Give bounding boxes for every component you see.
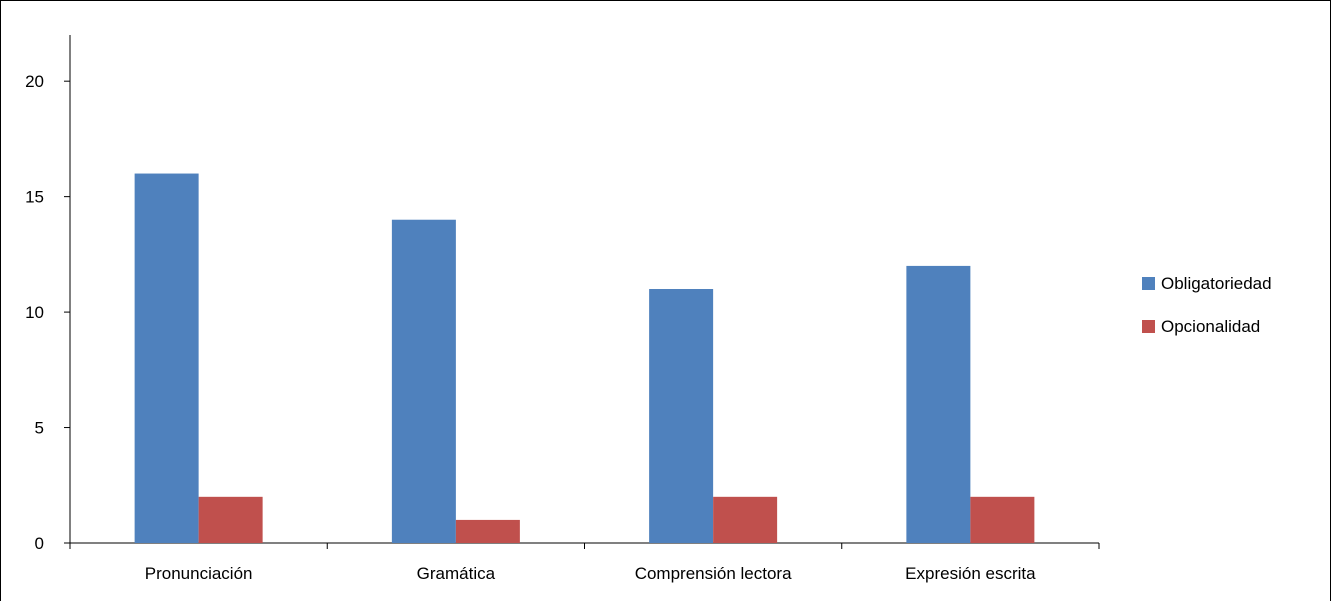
x-tick-label: Gramática: [417, 564, 496, 583]
bar-obligatoriedad-2: [649, 289, 714, 543]
y-tick-labels: 0 5 10 15 20: [25, 72, 44, 553]
y-tick-label: 15: [25, 188, 44, 207]
y-tick-label: 0: [35, 534, 44, 553]
legend-swatch-opcionalidad: [1142, 320, 1155, 333]
y-tick-label: 10: [25, 303, 44, 322]
x-tick-label: Pronunciación: [145, 564, 253, 583]
x-tick-label: Expresión escrita: [905, 564, 1036, 583]
legend-label: Obligatoriedad: [1161, 274, 1272, 293]
legend-label: Opcionalidad: [1161, 317, 1260, 336]
legend: Obligatoriedad Opcionalidad: [1142, 274, 1272, 336]
bar-opcionalidad-2: [713, 496, 778, 543]
bar-obligatoriedad-3: [906, 265, 971, 543]
y-tick-label: 5: [35, 419, 44, 438]
bar-opcionalidad-0: [198, 496, 263, 543]
x-tick-labels: Pronunciación Gramática Comprensión lector…: [145, 564, 1036, 583]
legend-swatch-obligatoriedad: [1142, 277, 1155, 290]
bars-group: [134, 173, 1035, 543]
x-tick-label: Comprensión lectora: [635, 564, 792, 583]
bar-opcionalidad-3: [970, 496, 1035, 543]
bar-obligatoriedad-1: [391, 219, 456, 543]
y-tick-label: 20: [25, 72, 44, 91]
bar-obligatoriedad-0: [134, 173, 199, 543]
bar-opcionalidad-1: [455, 519, 520, 543]
